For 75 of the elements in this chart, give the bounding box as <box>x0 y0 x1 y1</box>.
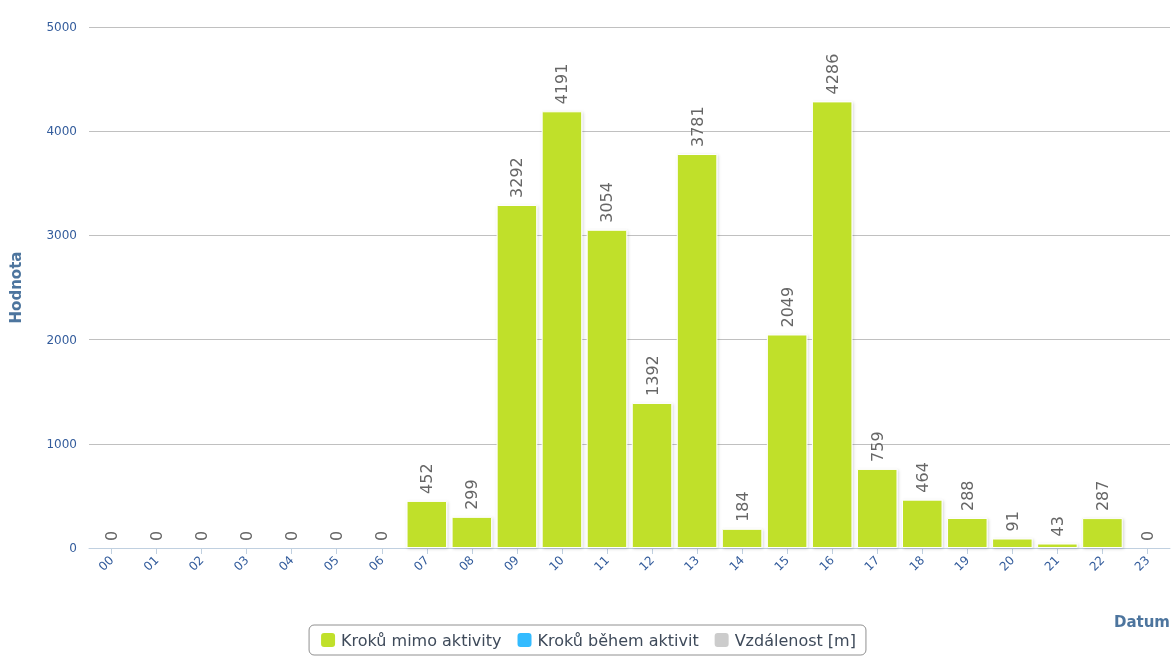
data-label: 0 <box>282 530 302 541</box>
x-tick-label: 02 <box>185 553 207 574</box>
x-tick-label: 21 <box>1041 553 1063 574</box>
data-label: 464 <box>912 462 932 493</box>
x-tick-label: 14 <box>726 553 748 574</box>
x-tick-label: 00 <box>95 553 117 574</box>
data-label: 0 <box>147 530 167 541</box>
x-tick-label: 05 <box>321 553 342 574</box>
data-label: 0 <box>372 530 392 541</box>
bar <box>856 468 898 548</box>
data-label: 0 <box>102 530 122 541</box>
bar <box>496 204 538 548</box>
x-axis-title: Datum <box>1113 612 1170 631</box>
x-tick-label: 17 <box>861 553 883 574</box>
data-label: 91 <box>1002 511 1022 532</box>
x-tick-label: 04 <box>275 553 297 574</box>
data-label: 759 <box>867 431 887 462</box>
y-axis-title: Hodnota <box>6 251 25 324</box>
bar <box>992 538 1033 548</box>
x-tick-label: 20 <box>996 553 1018 574</box>
data-label: 43 <box>1047 516 1067 537</box>
bar <box>451 516 493 548</box>
bar <box>676 154 718 548</box>
bar <box>766 334 808 548</box>
x-tick-label: 22 <box>1086 553 1108 574</box>
bar <box>586 229 628 548</box>
legend-label: Kroků během aktivit <box>537 630 699 650</box>
x-tick-label: 07 <box>411 553 432 574</box>
data-label: 0 <box>192 530 212 541</box>
bar <box>947 517 988 548</box>
x-tick-label: 09 <box>501 553 522 574</box>
legend-label: Vzdálenost [m] <box>734 630 856 650</box>
y-tick-label: 2000 <box>46 332 77 347</box>
x-tick-label: 12 <box>636 553 657 574</box>
data-label: 288 <box>957 480 977 511</box>
x-tick-label: 16 <box>816 553 838 574</box>
bar <box>811 101 853 548</box>
bar <box>406 500 448 548</box>
data-label: 184 <box>732 491 752 522</box>
x-tick-label: 10 <box>546 553 567 574</box>
bar <box>541 111 583 548</box>
data-label: 0 <box>237 530 257 541</box>
data-label: 2049 <box>777 286 797 328</box>
data-label: 3781 <box>687 106 707 148</box>
x-tick-label: 23 <box>1131 553 1153 574</box>
x-tick-label: 18 <box>906 553 928 574</box>
data-label: 4191 <box>552 63 572 105</box>
bar <box>1037 543 1078 548</box>
x-tick-label: 03 <box>230 553 252 574</box>
y-tick-label: 5000 <box>46 20 77 34</box>
bar <box>1082 518 1123 548</box>
x-tick-label: 08 <box>456 553 477 574</box>
bar <box>631 402 673 548</box>
data-label: 3054 <box>597 182 617 223</box>
data-label: 3292 <box>507 157 527 198</box>
x-tick-label: 11 <box>591 553 612 574</box>
x-tick-label: 15 <box>771 553 793 574</box>
x-tick-label: 19 <box>951 553 973 574</box>
data-label: 0 <box>327 530 347 541</box>
y-tick-label: 3000 <box>46 228 77 243</box>
data-label: 287 <box>1092 480 1112 512</box>
legend-label: Kroků mimo aktivity <box>341 630 502 650</box>
data-label: 4286 <box>822 53 842 95</box>
y-tick-label: 0 <box>69 541 77 555</box>
y-tick-label: 4000 <box>46 124 77 139</box>
data-label: 1392 <box>642 355 662 396</box>
data-label: 299 <box>462 479 482 510</box>
x-tick-label: 06 <box>366 553 387 574</box>
x-tick-label: 01 <box>140 553 162 574</box>
bar <box>721 528 763 548</box>
bar <box>902 499 943 548</box>
data-label: 452 <box>417 463 437 494</box>
y-tick-label: 1000 <box>46 436 77 451</box>
x-tick-label: 13 <box>681 553 703 574</box>
data-label: 0 <box>1137 530 1157 541</box>
